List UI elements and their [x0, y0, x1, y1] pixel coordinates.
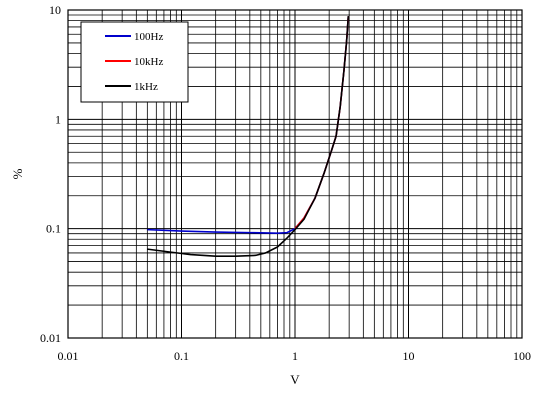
- y-tick-label: 0.1: [46, 222, 61, 236]
- y-tick-label: 0.01: [40, 331, 61, 345]
- y-tick-label: 10: [49, 3, 61, 17]
- x-tick-label: 100: [513, 349, 531, 363]
- plot-area-border: [67, 9, 523, 339]
- legend-box: [80, 21, 189, 103]
- x-tick-label: 0.1: [174, 349, 189, 363]
- legend-label-1khz: 1kHz: [134, 81, 158, 93]
- series-lines: [147, 16, 350, 257]
- series-line-1khz: [147, 16, 350, 257]
- x-tick-label: 0.01: [58, 349, 79, 363]
- y-axis-label: %: [10, 168, 25, 179]
- x-tick-label: 1: [292, 349, 298, 363]
- legend: 100Hz 10kHz 1kHz: [80, 21, 189, 103]
- tick-labels: 0.01 0.1 1 10 100 0.01 0.1 1 10: [40, 3, 531, 363]
- x-axis-label: V: [290, 372, 300, 387]
- y-tick-label: 1: [55, 112, 61, 126]
- legend-label-10khz: 10kHz: [134, 56, 163, 68]
- series-line-10khz: [294, 16, 350, 230]
- legend-label-100hz: 100Hz: [134, 31, 163, 43]
- x-tick-label: 10: [403, 349, 415, 363]
